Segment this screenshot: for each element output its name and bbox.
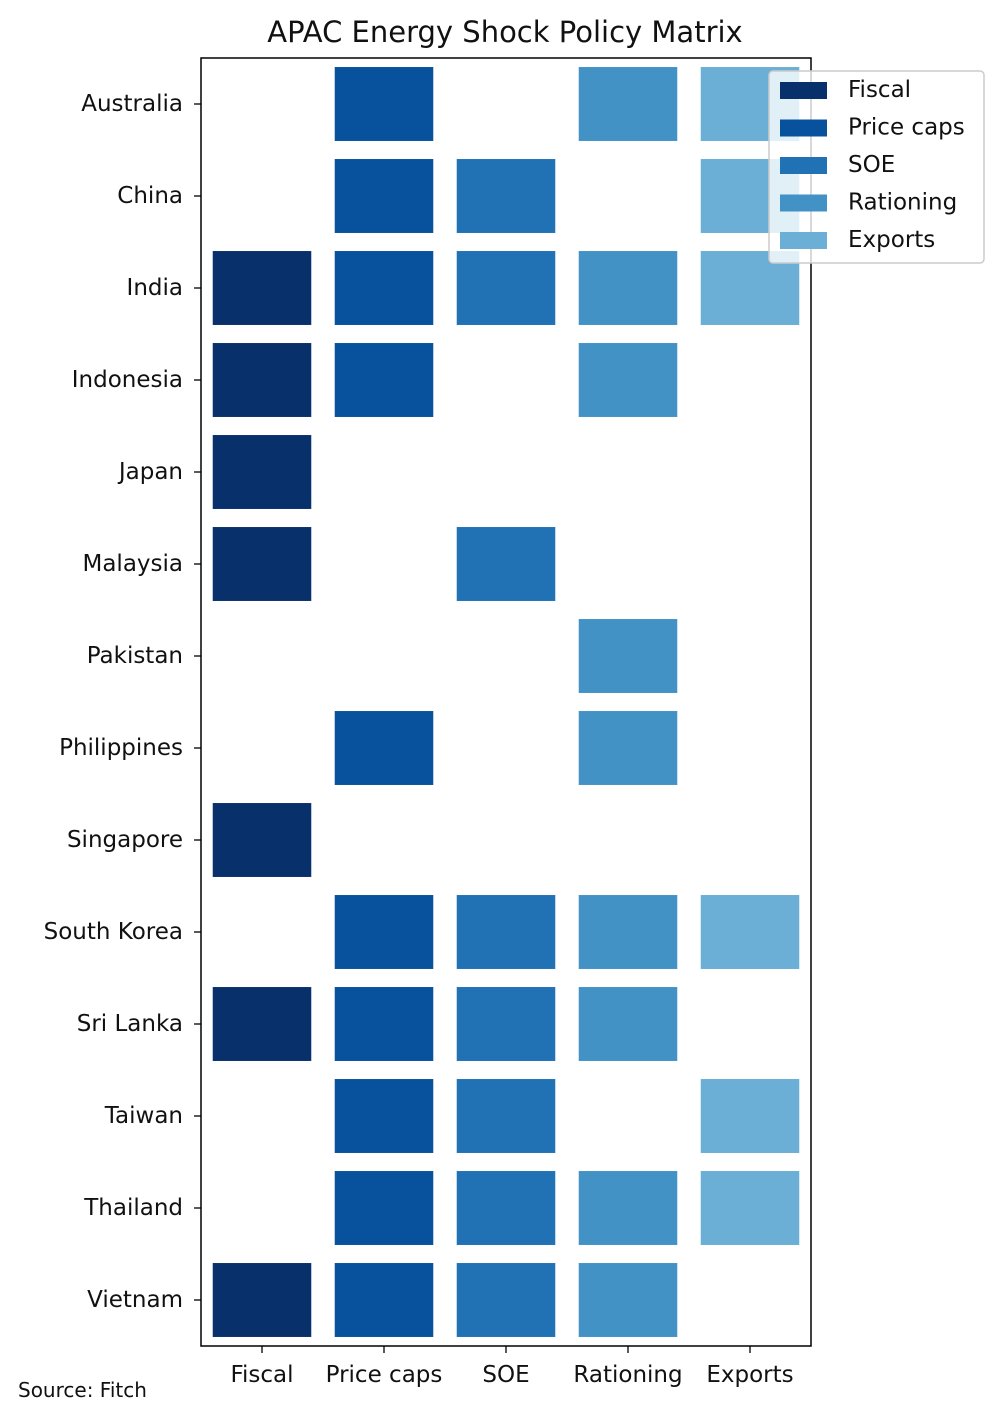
cell-singapore-fiscal [211, 801, 313, 879]
cell-sri-lanka-soe [455, 985, 557, 1063]
y-tick-label-sri-lanka: Sri Lanka [77, 1011, 183, 1037]
x-tick-label-soe: SOE [482, 1362, 529, 1388]
cell-india-price-caps [333, 249, 435, 327]
cell-thailand-exports [699, 1169, 801, 1247]
cell-indonesia-price-caps [333, 341, 435, 419]
y-tick-label-malaysia: Malaysia [82, 551, 183, 577]
cell-sri-lanka-rationing [577, 985, 679, 1063]
cell-malaysia-fiscal [211, 525, 313, 603]
cell-india-rationing [577, 249, 679, 327]
legend-label-price-caps: Price caps [848, 115, 965, 141]
cell-sri-lanka-price-caps [333, 985, 435, 1063]
cell-indonesia-fiscal [211, 341, 313, 419]
cell-thailand-soe [455, 1169, 557, 1247]
cell-south-korea-price-caps [333, 893, 435, 971]
cell-south-korea-soe [455, 893, 557, 971]
legend-swatch-rationing [780, 194, 827, 212]
cell-vietnam-soe [455, 1261, 557, 1339]
cell-australia-rationing [577, 65, 679, 143]
cell-india-soe [455, 249, 557, 327]
cell-sri-lanka-fiscal [211, 985, 313, 1063]
x-tick-label-fiscal: Fiscal [230, 1362, 293, 1388]
y-tick-label-thailand: Thailand [83, 1195, 183, 1221]
y-axis: Australia China India Indonesia Japan Malaysi… [44, 91, 201, 1313]
y-tick-label-singapore: Singapore [67, 827, 183, 853]
legend-swatch-price-caps [780, 119, 827, 137]
cell-pakistan-rationing [577, 617, 679, 695]
cell-thailand-rationing [577, 1169, 679, 1247]
chart-title: APAC Energy Shock Policy Matrix [267, 15, 742, 49]
y-tick-label-taiwan: Taiwan [104, 1103, 183, 1129]
cell-taiwan-soe [455, 1077, 557, 1155]
legend-label-exports: Exports [848, 227, 935, 253]
legend-swatch-fiscal [780, 82, 827, 99]
cell-vietnam-rationing [577, 1261, 679, 1339]
y-tick-label-australia: Australia [81, 91, 183, 117]
x-tick-label-exports: Exports [706, 1362, 793, 1388]
cell-indonesia-rationing [577, 341, 679, 419]
cell-south-korea-exports [699, 893, 801, 971]
legend-label-rationing: Rationing [848, 190, 957, 216]
legend-swatch-soe [780, 157, 827, 174]
y-tick-label-philippines: Philippines [59, 735, 183, 761]
matrix-cells [211, 65, 801, 1339]
legend-label-soe: SOE [848, 152, 895, 178]
legend-items: Fiscal Price caps SOE Rationing Exports [780, 77, 965, 253]
y-tick-label-india: India [127, 275, 183, 301]
cell-taiwan-price-caps [333, 1077, 435, 1155]
legend-swatch-exports [780, 232, 827, 249]
y-tick-label-pakistan: Pakistan [87, 643, 183, 669]
cell-taiwan-exports [699, 1077, 801, 1155]
cell-south-korea-rationing [577, 893, 679, 971]
x-tick-label-price-caps: Price caps [326, 1362, 443, 1388]
legend: Fiscal Price caps SOE Rationing Exports [768, 70, 985, 264]
cell-malaysia-soe [455, 525, 557, 603]
y-tick-label-indonesia: Indonesia [72, 367, 183, 393]
cell-australia-price-caps [333, 65, 435, 143]
cell-vietnam-fiscal [211, 1261, 313, 1339]
legend-frame [768, 70, 985, 264]
source-note: Source: Fitch [18, 1378, 147, 1402]
cell-philippines-rationing [577, 709, 679, 787]
y-tick-label-south-korea: South Korea [44, 919, 183, 945]
cell-japan-fiscal [211, 433, 313, 511]
y-tick-label-japan: Japan [117, 459, 183, 485]
x-tick-label-rationing: Rationing [573, 1362, 682, 1388]
cell-india-fiscal [211, 249, 313, 327]
legend-label-fiscal: Fiscal [848, 77, 911, 103]
cell-china-soe [455, 157, 557, 235]
y-tick-label-china: China [117, 183, 183, 209]
cell-thailand-price-caps [333, 1169, 435, 1247]
cell-china-price-caps [333, 157, 435, 235]
cell-philippines-price-caps [333, 709, 435, 787]
y-tick-label-vietnam: Vietnam [87, 1287, 183, 1313]
x-axis: Fiscal Price caps SOE Rationing Exports [230, 1346, 794, 1388]
cell-vietnam-price-caps [333, 1261, 435, 1339]
